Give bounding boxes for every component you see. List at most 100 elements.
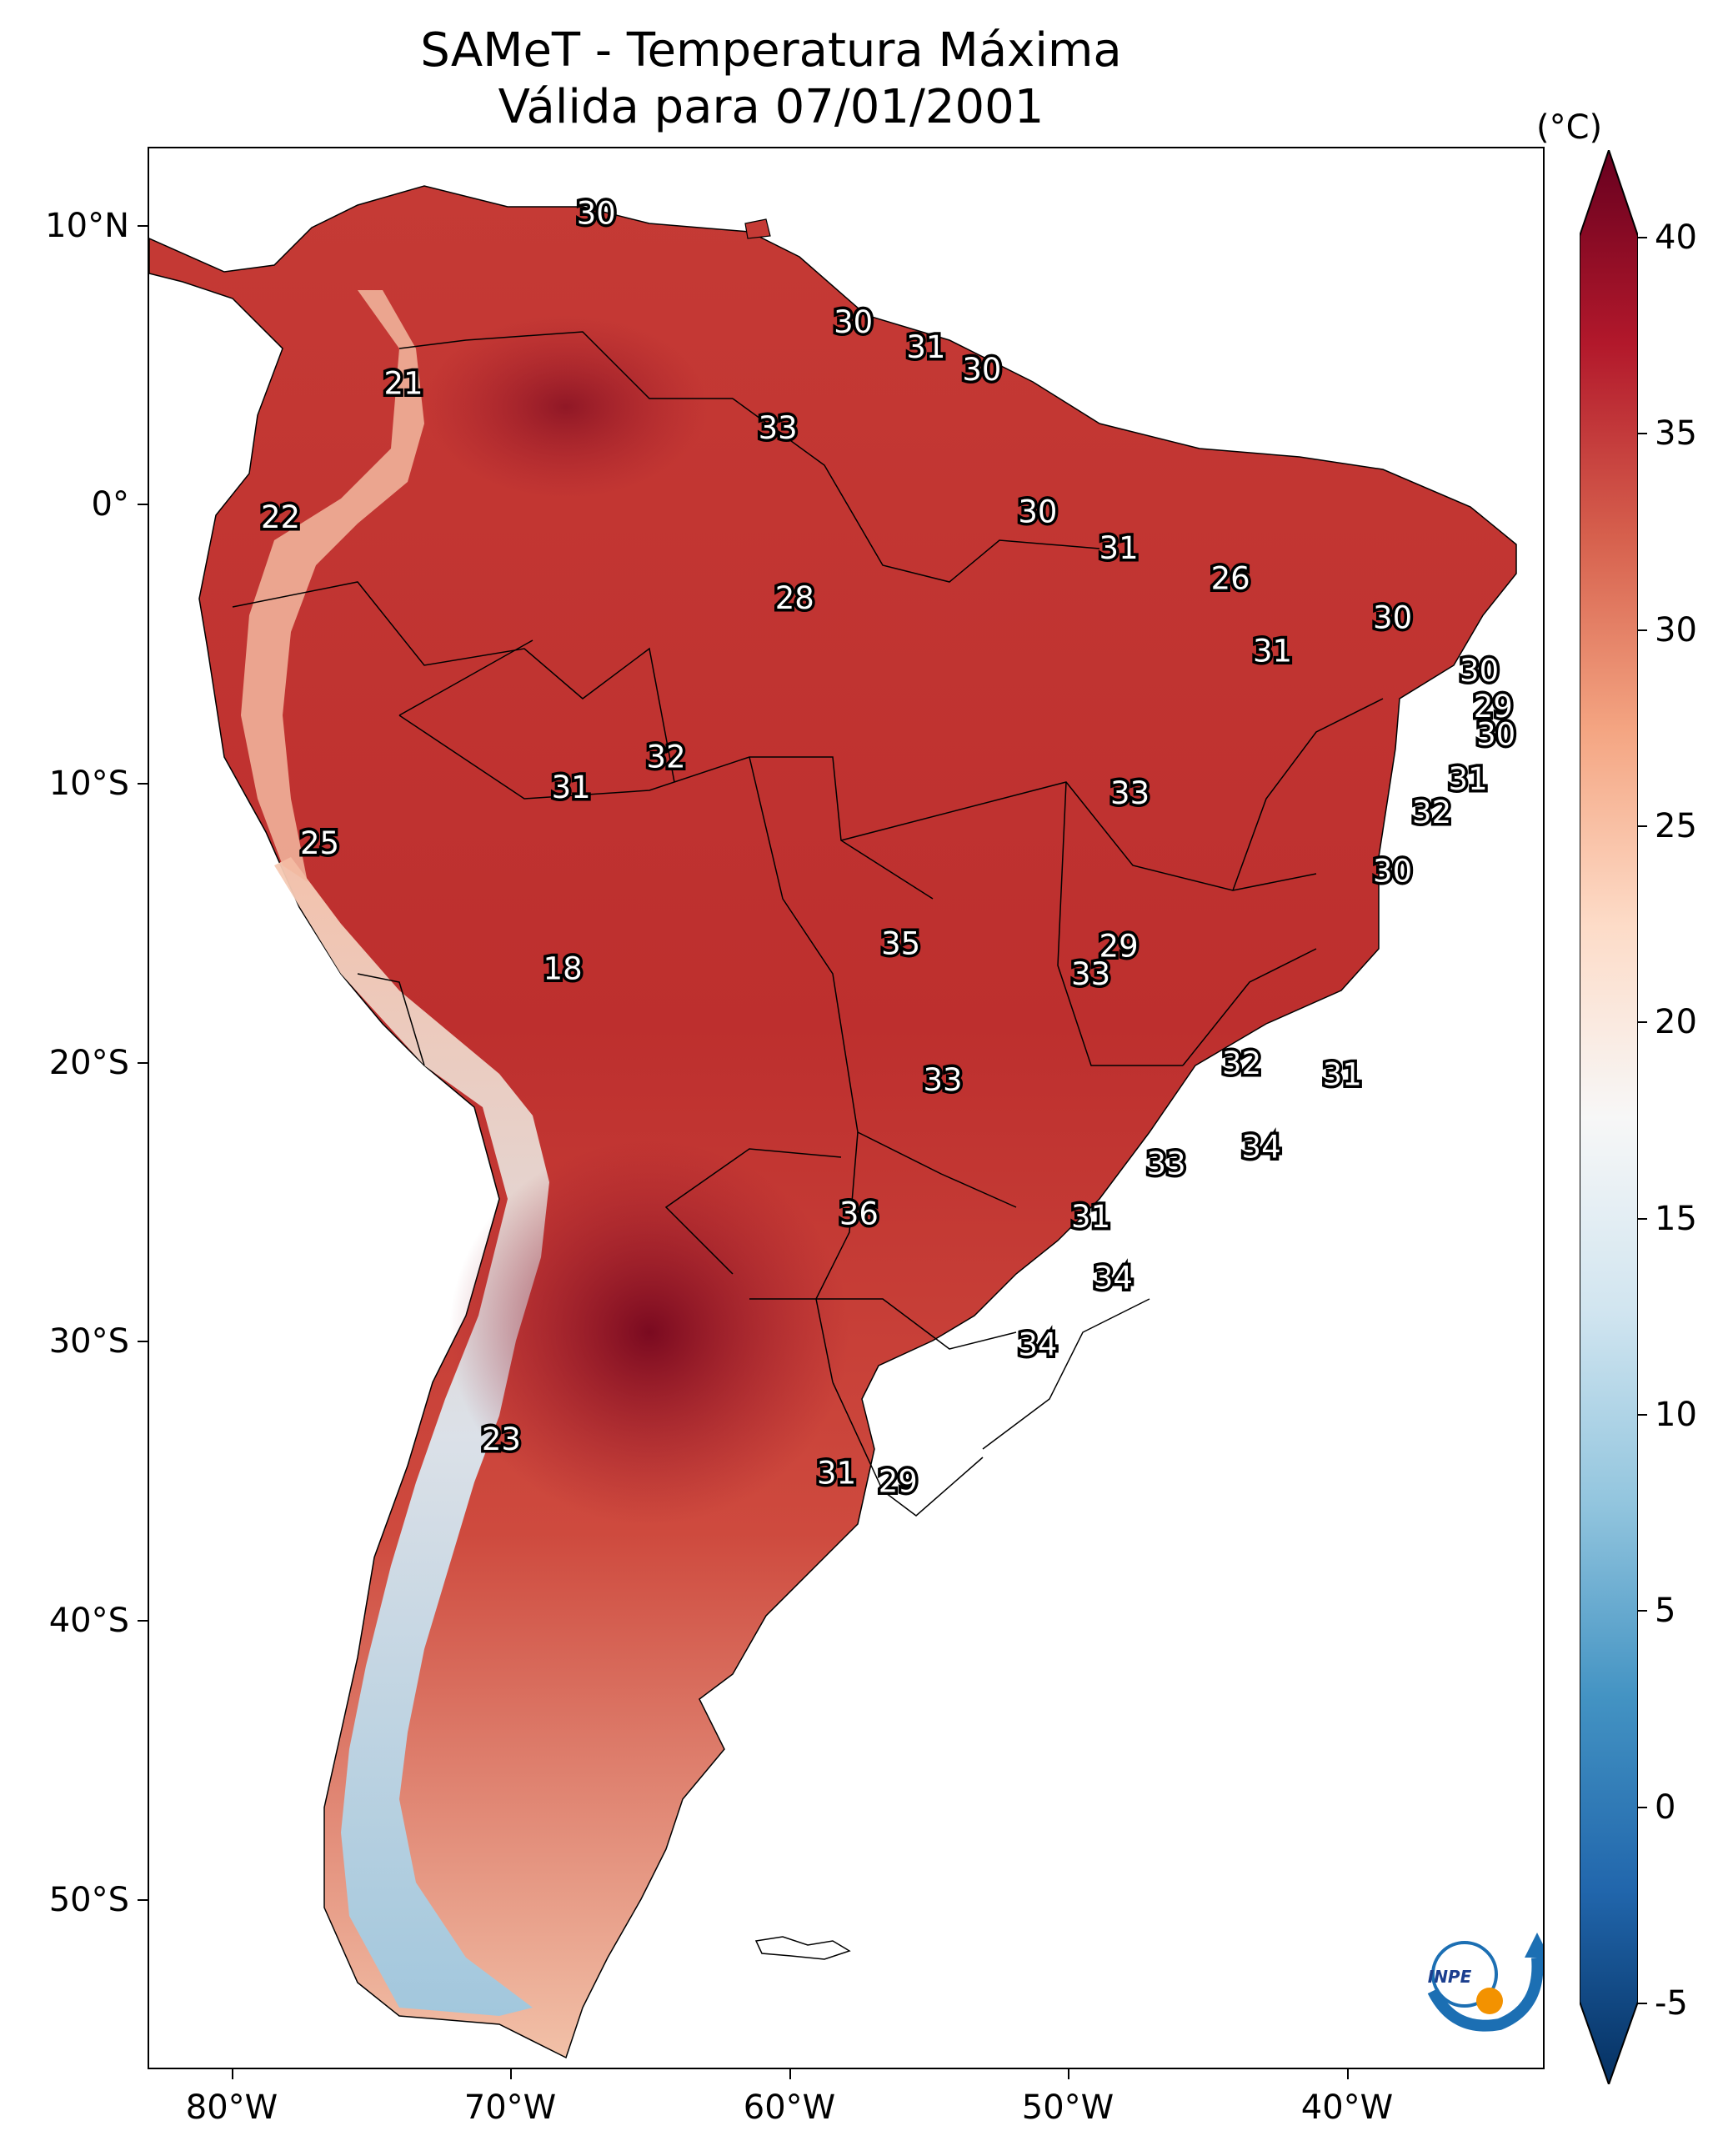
colorbar-tick-15 bbox=[1637, 1218, 1647, 1220]
colorbar-tick-5 bbox=[1637, 1610, 1647, 1612]
inpe-logo: INPE bbox=[1427, 1933, 1543, 2032]
map-subtitle: Válida para 07/01/2001 bbox=[498, 80, 1044, 134]
colorbar-tick-25 bbox=[1637, 825, 1647, 827]
colorbar-label-35: 35 bbox=[1655, 414, 1697, 453]
colorbar-tick-10 bbox=[1637, 1414, 1647, 1416]
temperature-value-label: 30 bbox=[1476, 717, 1515, 753]
colorbar bbox=[1580, 150, 1638, 2084]
lat-tick-0 bbox=[138, 504, 148, 505]
inpe-logo-arrow-icon bbox=[1427, 1957, 1543, 2032]
temperature-value-label: 31 bbox=[817, 1455, 856, 1491]
lon-tick-70w bbox=[510, 2069, 512, 2079]
colorbar-tick-30 bbox=[1637, 629, 1647, 631]
trinidad-island bbox=[744, 218, 771, 239]
temperature-value-label: 30 bbox=[962, 352, 1001, 388]
colorbar-label-25: 25 bbox=[1655, 807, 1697, 845]
lon-tick-60w bbox=[789, 2069, 791, 2079]
lon-tick-50w bbox=[1068, 2069, 1069, 2079]
lat-tick-50s bbox=[138, 1899, 148, 1901]
temperature-value-label: 32 bbox=[1222, 1045, 1261, 1081]
colorbar-label-10: 10 bbox=[1655, 1396, 1697, 1434]
colorbar-bar bbox=[1580, 150, 1638, 2084]
temperature-value-label: 36 bbox=[839, 1196, 879, 1232]
lat-label-20s: 20°S bbox=[48, 1044, 129, 1082]
lat-tick-40s bbox=[138, 1620, 148, 1622]
temperature-value-label: 31 bbox=[1253, 633, 1292, 669]
temperature-value-label: 33 bbox=[759, 410, 798, 446]
northern-hot-area bbox=[424, 315, 708, 499]
temperature-value-label: 31 bbox=[906, 329, 945, 365]
temperature-value-label: 28 bbox=[775, 580, 814, 616]
temperature-value-label: 25 bbox=[300, 825, 339, 861]
temperature-value-label: 22 bbox=[261, 499, 300, 535]
lon-label-80w: 80°W bbox=[185, 2088, 278, 2127]
temperature-value-label: 30 bbox=[1373, 853, 1412, 889]
lat-label-10s: 10°S bbox=[48, 765, 129, 803]
chaco-hot-core bbox=[449, 1141, 849, 1524]
lat-label-10n: 10°N bbox=[45, 207, 129, 245]
lat-label-50s: 50°S bbox=[48, 1881, 129, 1919]
temperature-value-label: 29 bbox=[1099, 929, 1139, 965]
temperature-value-label: 26 bbox=[1211, 561, 1250, 597]
temperature-value-label: 34 bbox=[1242, 1129, 1281, 1165]
lat-tick-30s bbox=[138, 1341, 148, 1342]
temperature-value-label: 31 bbox=[1323, 1056, 1362, 1092]
lat-label-0: 0° bbox=[91, 485, 129, 524]
temperature-value-label: 29 bbox=[879, 1463, 918, 1499]
temperature-value-label: 31 bbox=[1449, 761, 1488, 797]
lat-tick-10s bbox=[138, 783, 148, 785]
northern-andes-strip bbox=[241, 290, 424, 882]
colorbar-label-40: 40 bbox=[1655, 218, 1697, 257]
lat-label-30s: 30°S bbox=[48, 1322, 129, 1361]
lon-label-50w: 50°W bbox=[1021, 2088, 1114, 2127]
inpe-logo-sun-icon bbox=[1476, 1988, 1503, 2014]
temperature-value-label: 29 bbox=[1474, 689, 1513, 725]
lat-label-40s: 40°S bbox=[48, 1602, 129, 1640]
temperature-value-label: 31 bbox=[1071, 1199, 1110, 1235]
lat-tick-10n bbox=[138, 225, 148, 227]
inpe-logo-ring-icon bbox=[1431, 1941, 1498, 2008]
colorbar-tick-20 bbox=[1637, 1021, 1647, 1023]
temperature-value-label: 34 bbox=[1018, 1327, 1057, 1363]
colorbar-tick-0 bbox=[1637, 1807, 1647, 1808]
falkland-islands bbox=[754, 1936, 851, 1960]
temperature-value-label: 32 bbox=[647, 739, 686, 775]
temperature-value-label: 30 bbox=[1373, 599, 1412, 635]
lon-label-70w: 70°W bbox=[463, 2088, 557, 2127]
temperature-value-label: 30 bbox=[1460, 653, 1499, 689]
temperature-value-label: 33 bbox=[1071, 956, 1110, 992]
colorbar-tick--5 bbox=[1637, 2003, 1647, 2004]
temperature-value-label: 30 bbox=[834, 304, 873, 340]
temperature-value-label: 33 bbox=[1147, 1146, 1186, 1181]
colorbar-unit: (°C) bbox=[1536, 108, 1603, 147]
colorbar-label-15: 15 bbox=[1655, 1200, 1697, 1238]
temperature-value-label: 35 bbox=[881, 925, 920, 961]
inpe-logo-arrowhead-icon bbox=[1525, 1933, 1543, 1958]
lon-tick-80w bbox=[232, 2069, 233, 2079]
map-frame: INPE 30 30 31 30 21 33 22 30 31 26 28 30 31 30 29 30 32 3… bbox=[148, 147, 1545, 2069]
political-boundaries bbox=[232, 331, 1384, 1517]
colorbar-label-5: 5 bbox=[1655, 1592, 1676, 1630]
colorbar-tick-35 bbox=[1637, 433, 1647, 434]
temperature-value-label: 30 bbox=[577, 196, 616, 232]
colorbar-tick-40 bbox=[1637, 237, 1647, 238]
temperature-value-label: 34 bbox=[1094, 1260, 1133, 1296]
inpe-logo-text: INPE bbox=[1428, 1967, 1472, 1987]
lon-label-40w: 40°W bbox=[1300, 2088, 1394, 2127]
temperature-value-label: 23 bbox=[482, 1421, 521, 1457]
map-title: SAMeT - Temperatura Máxima bbox=[420, 23, 1122, 78]
lon-label-60w: 60°W bbox=[743, 2088, 836, 2127]
lat-tick-20s bbox=[138, 1062, 148, 1064]
temperature-value-label: 31 bbox=[552, 770, 591, 805]
temperature-value-label: 21 bbox=[383, 366, 423, 402]
temperature-value-label: 32 bbox=[1412, 795, 1451, 830]
colorbar-label-0: 0 bbox=[1655, 1788, 1676, 1827]
lon-tick-40w bbox=[1347, 2069, 1349, 2079]
colorbar-label--5: -5 bbox=[1655, 1984, 1688, 2023]
temperature-value-label: 31 bbox=[1099, 530, 1139, 566]
colorbar-label-20: 20 bbox=[1655, 1003, 1697, 1041]
temperature-value-label: 30 bbox=[1018, 494, 1057, 529]
temperature-value-label: 33 bbox=[923, 1062, 962, 1098]
